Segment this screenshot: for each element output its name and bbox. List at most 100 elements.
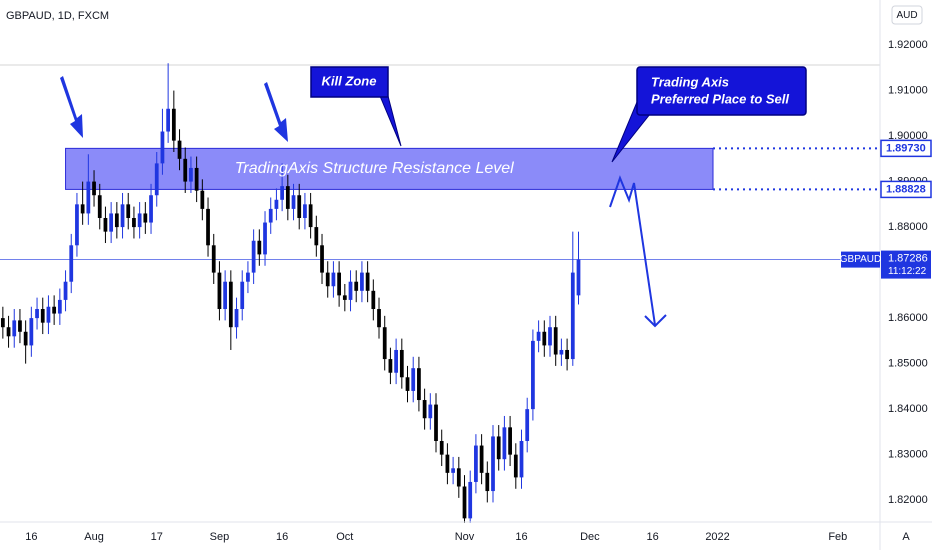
candle-body [177,140,182,159]
candle-body [320,245,324,273]
candle-body [360,272,364,291]
candle-body [57,299,62,314]
candle-body [280,186,285,200]
zone-price-label: 1.88828 [886,183,926,195]
zone-price-tag [880,139,932,158]
candle-body [251,240,256,273]
candle-body [474,445,478,482]
candle-body [35,309,39,319]
y-tick-label: 1.83000 [888,449,928,461]
callout-box [310,66,389,98]
x-tick-label: 17 [151,531,163,543]
candle-body [291,195,296,209]
candle-body [570,272,575,360]
x-tick-label: 2022 [705,531,729,543]
arrow-down [60,76,83,138]
candle-body [160,131,165,164]
x-tick-label: Dec [580,531,600,543]
zone-price-label: 1.89730 [886,142,926,154]
x-tick-label: 16 [25,531,37,543]
candle-body [12,320,17,337]
candle-body [120,204,125,228]
y-tick-label: 1.84000 [888,403,928,415]
x-tick-label: 16 [276,531,288,543]
resistance-zone [65,147,714,190]
candle-body [114,213,119,228]
candle-body [542,331,547,346]
candle-body [508,427,512,455]
candle-body [240,281,245,310]
candle-body [331,272,336,287]
candle-body [285,186,290,209]
candle-body [97,195,102,218]
symbol-tag-label: GBPAUD [840,254,882,265]
candle-body [69,245,74,282]
y-tick-label: 1.92000 [888,39,928,51]
countdown-label: 11:12:22 [888,266,927,277]
candle-body [451,468,455,473]
y-tick-label: 1.91000 [888,84,928,96]
price-tag-label: 1.87286 [888,252,928,264]
candle-body [456,468,461,487]
auto-scale-button[interactable]: A [902,531,910,543]
candle-body [519,440,524,478]
y-tick-label: 1.82000 [888,494,928,506]
candle-body [268,208,273,223]
currency-button[interactable] [891,5,923,25]
candle-body [411,368,416,391]
candle-body [434,404,438,441]
candle-body [439,440,444,455]
x-tick-label: Oct [336,531,353,543]
candle-body [46,306,51,323]
symbol-tag [841,251,880,268]
candle-body [223,281,228,310]
candle-body [86,181,91,214]
candle-body [143,213,148,223]
candle-body [559,349,564,355]
arrow-down [264,82,288,142]
candle-body [536,331,541,341]
candle-body [274,199,279,209]
candle-body [417,368,421,401]
candle-body [0,318,5,328]
candle-body [371,290,376,310]
candle-body [228,281,233,328]
candle-body [548,327,552,346]
candle-body [394,349,398,373]
candle-body [40,309,45,323]
currency-label[interactable]: AUD [896,10,917,21]
candle-body [92,181,96,196]
candle-body [234,309,239,328]
candle-body [132,217,136,228]
candle-body [565,349,569,360]
candle-body [171,108,176,141]
candle-body [80,204,85,214]
projection-path [609,175,656,326]
candle-body [149,195,153,223]
candle-body [217,272,222,310]
candle-body [297,195,302,218]
candle-body [502,427,507,460]
candle-body [445,454,450,473]
candle-body [377,309,381,328]
x-tick-label: 16 [646,531,658,543]
candle-body [354,281,359,291]
y-tick-label: 1.90000 [888,130,928,142]
candle-body [491,436,495,492]
y-tick-label: 1.85000 [888,358,928,370]
candle-body [576,259,581,296]
candle-body [103,217,108,232]
candle-body [382,327,387,360]
candle-body [422,400,427,419]
symbol-title: GBPAUD, 1D, FXCM [6,10,109,22]
candle-body [405,377,410,391]
candle-body [308,204,313,228]
candle-body [200,190,205,209]
candle-body [314,227,319,246]
candle-body [137,213,142,228]
candle-body [166,108,171,132]
candle-body [348,281,353,300]
candle-body [109,213,114,232]
x-tick-label: Aug [84,531,104,543]
